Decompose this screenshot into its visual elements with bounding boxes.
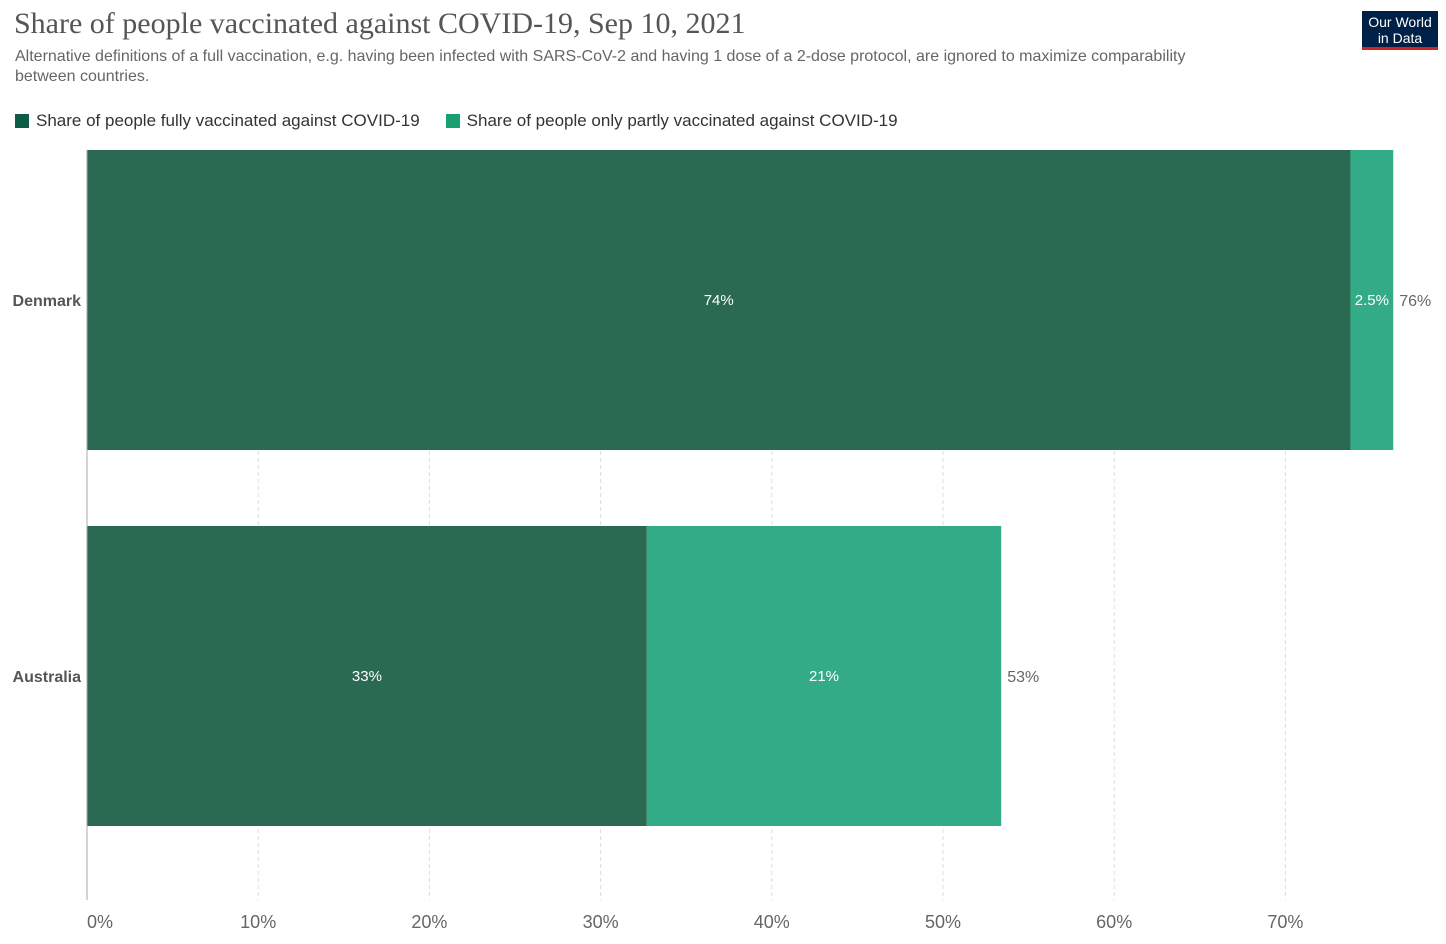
legend-label-partly: Share of people only partly vaccinated a… bbox=[466, 111, 898, 130]
x-tick-label: 40% bbox=[754, 912, 790, 932]
total-label: 76% bbox=[1399, 293, 1431, 310]
category-label: Australia bbox=[13, 669, 82, 686]
bar-value-label: 33% bbox=[352, 668, 382, 685]
label-layer: Denmark 74% 2.5% 76% Australia 33% 21% 53% bbox=[13, 292, 1432, 686]
x-tick-label: 10% bbox=[240, 912, 276, 932]
bar-partly-denmark[interactable] bbox=[1350, 150, 1394, 450]
bar-layer bbox=[87, 150, 1394, 826]
x-tick-label: 20% bbox=[411, 912, 447, 932]
chart-title: Share of people vaccinated against COVID… bbox=[14, 7, 746, 40]
category-label: Denmark bbox=[13, 293, 82, 310]
bar-fully-denmark[interactable] bbox=[87, 150, 1351, 450]
bar-partly-australia[interactable] bbox=[646, 526, 1002, 826]
x-tick-label: 50% bbox=[925, 912, 961, 932]
legend-swatch-fully bbox=[15, 114, 29, 128]
x-tick-label: 0% bbox=[87, 912, 113, 932]
legend-item-partly[interactable]: Share of people only partly vaccinated a… bbox=[445, 111, 898, 131]
logo-line-1: Our World bbox=[1368, 14, 1432, 30]
legend: Share of people fully vaccinated against… bbox=[15, 110, 924, 132]
x-tick-label: 30% bbox=[583, 912, 619, 932]
bar-fully-australia[interactable] bbox=[87, 526, 647, 826]
bar-value-label: 74% bbox=[704, 292, 734, 309]
bar-value-label: 2.5% bbox=[1355, 292, 1389, 309]
legend-item-fully[interactable]: Share of people fully vaccinated against… bbox=[15, 111, 420, 131]
x-tick-label: 60% bbox=[1096, 912, 1132, 932]
legend-label-fully: Share of people fully vaccinated against… bbox=[36, 111, 420, 130]
owid-logo[interactable]: Our World in Data bbox=[1362, 11, 1438, 50]
x-tick-label: 70% bbox=[1267, 912, 1303, 932]
legend-swatch-partly bbox=[445, 114, 460, 128]
total-label: 53% bbox=[1007, 669, 1039, 686]
axis-layer: 0% 10% 20% 30% 40% 50% 60% 70% bbox=[86, 150, 1303, 932]
chart-subtitle: Alternative definitions of a full vaccin… bbox=[15, 48, 1186, 85]
logo-line-2: in Data bbox=[1377, 30, 1423, 46]
bar-value-label: 21% bbox=[809, 668, 839, 685]
